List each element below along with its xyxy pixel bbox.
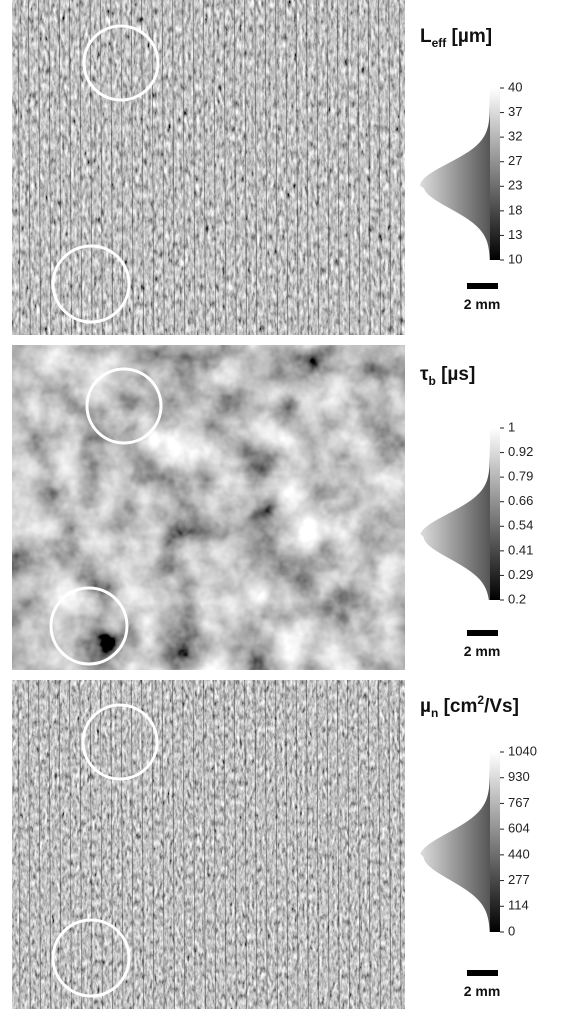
tick-label: 114: [508, 898, 529, 913]
tick-label: 0.29: [508, 567, 533, 582]
scale-bar: [467, 630, 498, 636]
tick-label: 37: [508, 104, 522, 119]
title-unit: [µs]: [436, 364, 475, 385]
tick-label: 767: [508, 795, 530, 810]
colorbar: [490, 752, 500, 932]
map-image: [12, 345, 405, 670]
histogram: [420, 428, 490, 600]
panel: τb [µs] 1 0.92 0.79 0.66 0.54 0.41 0.29 0.2 2 mm: [12, 345, 533, 670]
tick-label: 0.92: [508, 444, 533, 459]
title-unit-end: /Vs]: [484, 696, 519, 717]
title-subscript: n: [431, 706, 438, 720]
tick-label: 0: [508, 923, 515, 938]
tick-label: 440: [508, 846, 530, 861]
title-symbol: L: [420, 26, 432, 47]
colorbar: [490, 88, 500, 260]
tick-label: 930: [508, 769, 530, 784]
tick-label: 13: [508, 227, 522, 242]
tick-label: 0.54: [508, 518, 533, 533]
panel: Leff [µm] 40 37 32 27 23 18 13 10 2 mm: [12, 0, 522, 335]
title-unit: [µm]: [446, 26, 492, 47]
panel-title: Leff [µm]: [420, 26, 492, 50]
tick-label: 10: [508, 251, 522, 266]
panel-title: µn [cm2/Vs]: [420, 693, 519, 720]
scale-bar: [467, 283, 498, 289]
tick-label: 1: [508, 419, 515, 434]
scale-bar-label: 2 mm: [464, 296, 501, 312]
panel: µn [cm2/Vs] 1040 930 767 604 440 277 114 0 2 mm: [12, 680, 537, 1009]
tick-label: 0.79: [508, 469, 533, 484]
page: Leff [µm] 40 37 32 27 23 18 13 10 2 mm τb [µs] 1 0.9…: [0, 0, 564, 1009]
panel-title: τb [µs]: [420, 364, 475, 388]
title-subscript: b: [428, 374, 435, 388]
scale-bar-label: 2 mm: [464, 643, 501, 659]
tick-label: 277: [508, 872, 530, 887]
tick-label: 27: [508, 153, 522, 168]
histogram: [420, 752, 490, 932]
colorbar: [490, 428, 500, 600]
histogram: [420, 88, 490, 260]
scale-bar: [467, 970, 498, 976]
figure: Leff [µm] 40 37 32 27 23 18 13 10 2 mm τb [µs] 1 0.9…: [0, 0, 564, 1009]
tick-label: 0.2: [508, 591, 526, 606]
title-unit: [cm: [438, 696, 477, 717]
tick-label: 604: [508, 821, 530, 836]
title-subscript: eff: [432, 36, 448, 50]
tick-label: 32: [508, 129, 522, 144]
tick-label: 18: [508, 202, 522, 217]
tick-label: 40: [508, 79, 522, 94]
tick-label: 0.41: [508, 542, 533, 557]
scale-bar-label: 2 mm: [464, 983, 501, 999]
title-symbol: µ: [420, 696, 431, 717]
tick-label: 1040: [508, 743, 537, 758]
tick-label: 23: [508, 178, 522, 193]
tick-label: 0.66: [508, 493, 533, 508]
